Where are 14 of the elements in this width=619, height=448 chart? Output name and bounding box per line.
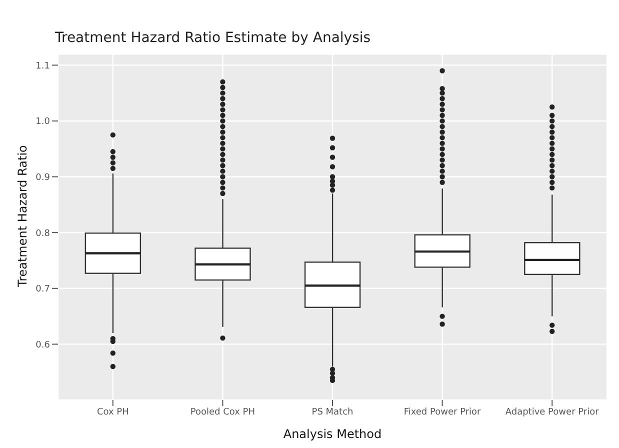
chart-title: Treatment Hazard Ratio Estimate by Analysis <box>54 29 372 48</box>
y-tick-label: 1.1 <box>36 61 50 72</box>
x-tick-label: Pooled Cox PH <box>190 407 256 418</box>
y-tick-label: 1.0 <box>36 117 50 128</box>
x-tick-label: Fixed Power Prior <box>404 407 482 418</box>
y-tick-label: 0.6 <box>36 340 50 350</box>
y-tick-label: 0.8 <box>36 228 50 239</box>
x-tick-label: Adaptive Power Prior <box>505 407 600 418</box>
y-tick-label: 0.9 <box>36 172 50 183</box>
x-axis-title: Analysis Method <box>283 427 382 441</box>
x-tick-label: PS Match <box>312 407 354 418</box>
x-tick-label: Cox PH <box>96 407 129 418</box>
y-axis-title: Treatment Hazard Ratio <box>15 145 30 288</box>
y-tick-label: 0.7 <box>36 284 50 295</box>
